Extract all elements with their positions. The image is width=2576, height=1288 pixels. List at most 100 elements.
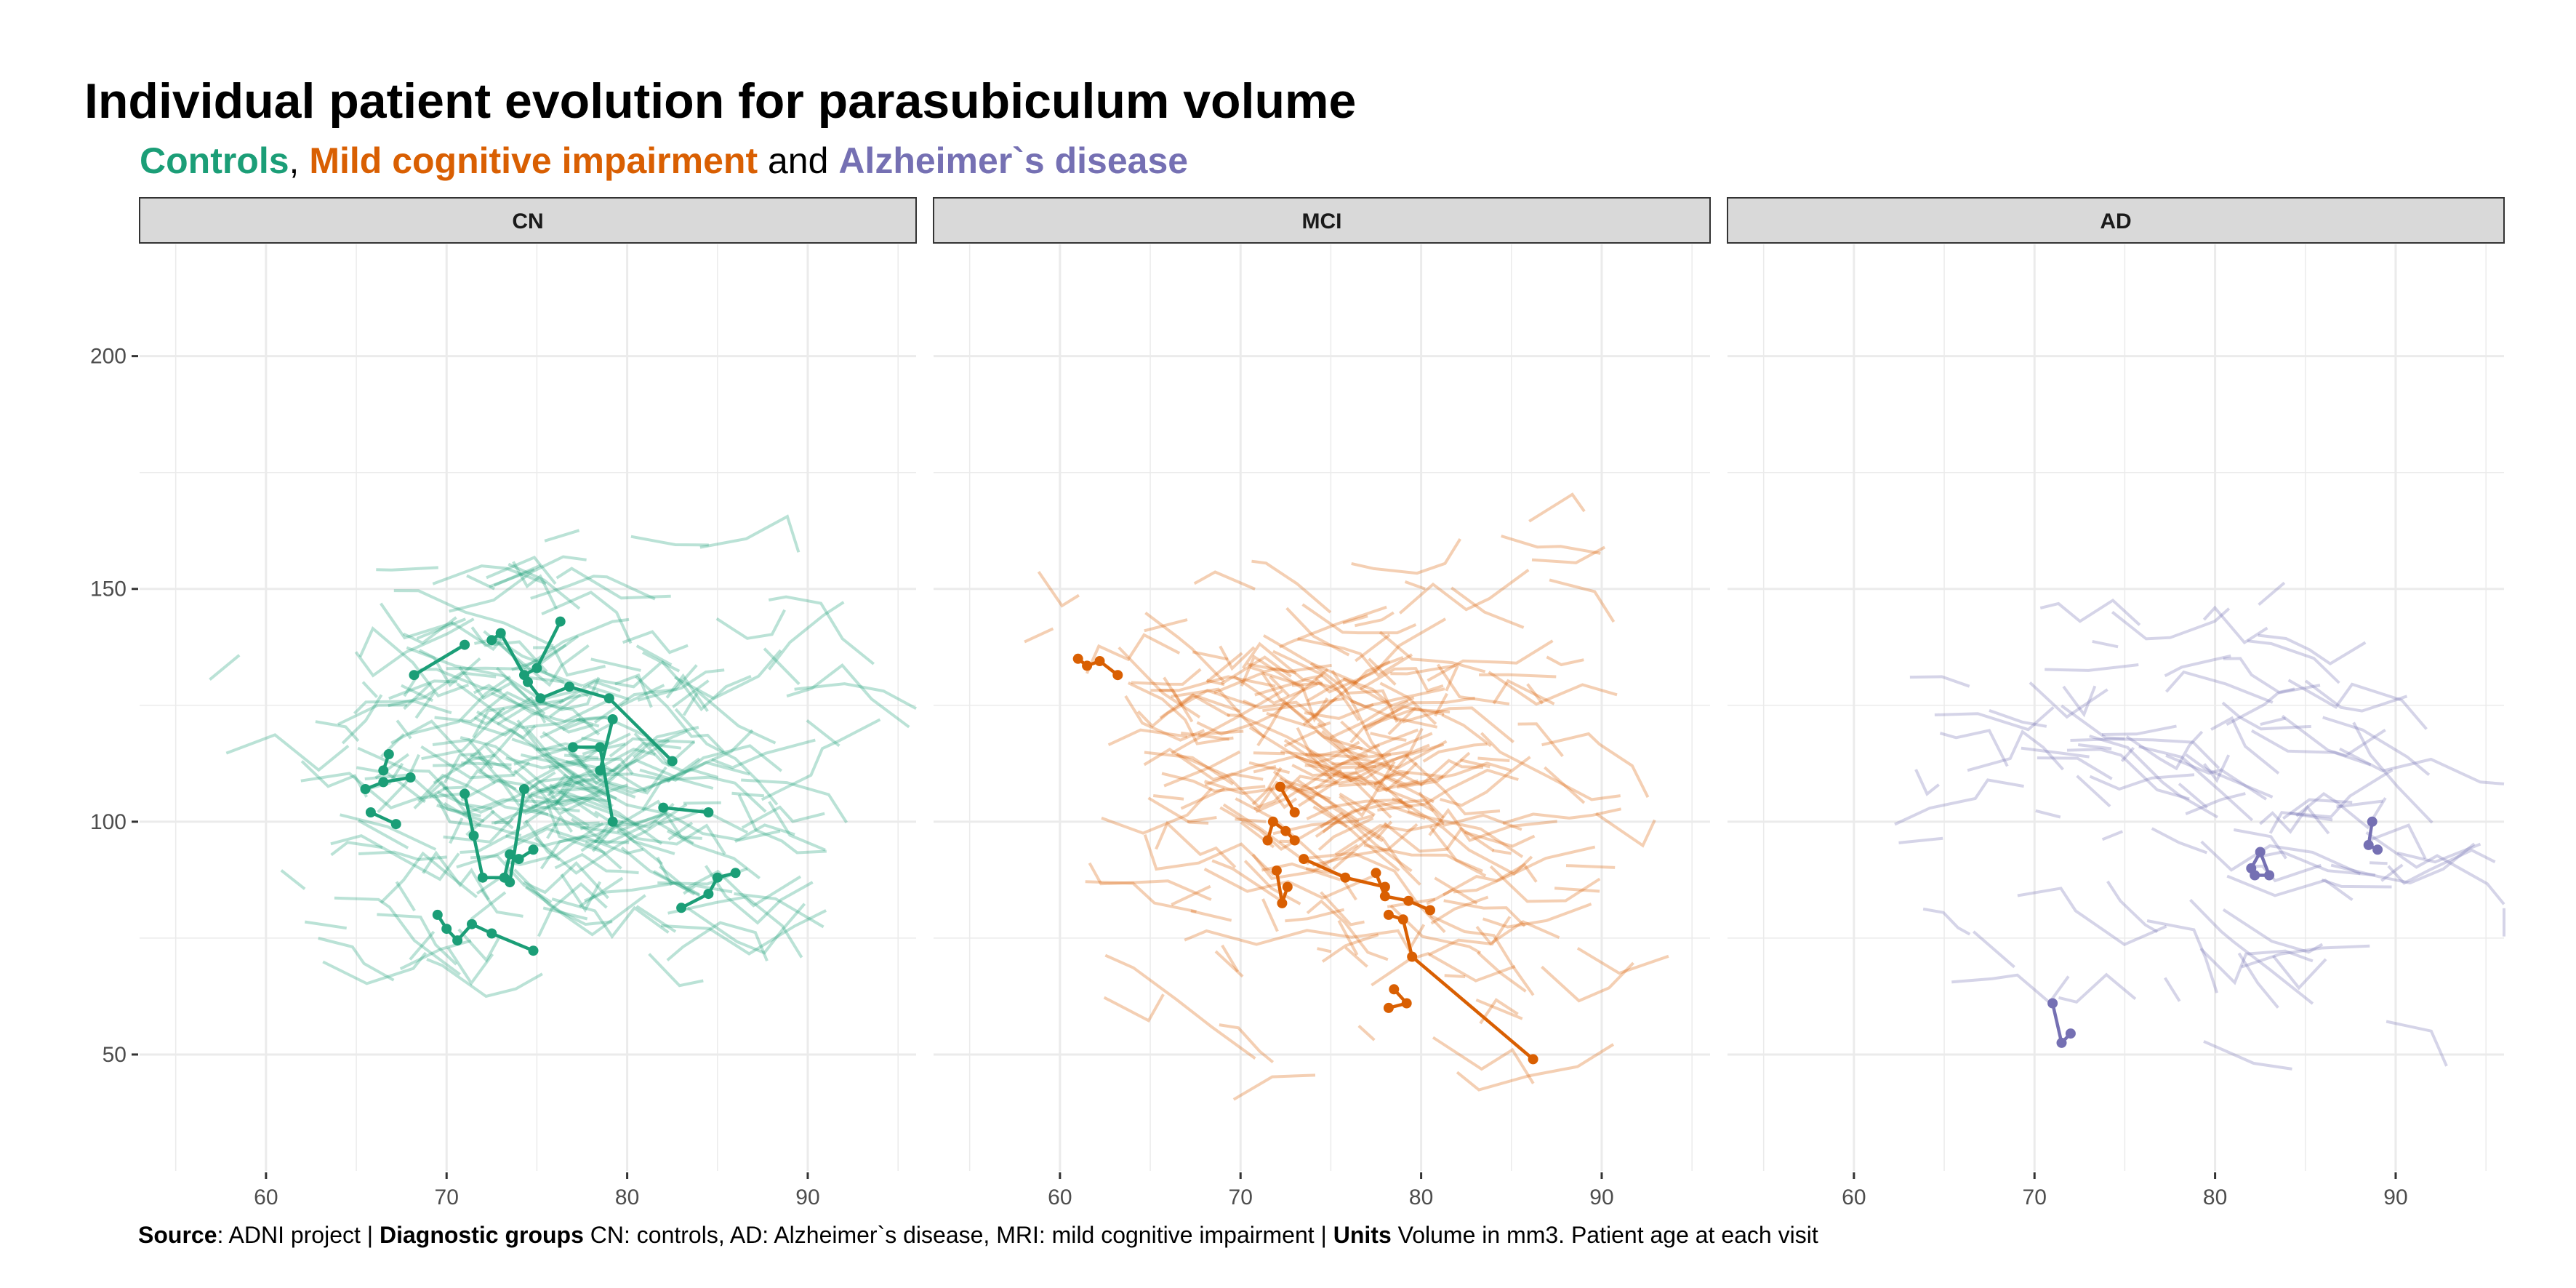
patient-trajectory-faint [1314,769,1343,791]
patient-trajectory-faint [477,754,576,815]
y-tick-label: 50 [103,1043,127,1067]
patient-trajectory-faint [2146,919,2219,993]
visit-point [535,693,546,704]
patient-trajectory-faint [1298,753,1410,807]
background-trajectories [1894,581,2505,1071]
patient-trajectory-faint [1243,860,1301,905]
visit-point [452,935,463,946]
patient-trajectory-faint [406,646,548,705]
patient-trajectory-faint [731,791,764,798]
patient-trajectory-faint [2185,753,2274,799]
patient-trajectory-faint [666,757,700,783]
patient-trajectory-faint [561,719,587,732]
visit-point [703,889,714,900]
patient-trajectory-faint [1152,794,1184,801]
patient-trajectory-faint [539,668,590,697]
patient-trajectory-faint [496,698,564,726]
patient-trajectory-faint [578,719,600,728]
patient-trajectory-faint [1205,652,1243,684]
patient-trajectory-faint [539,759,677,792]
chart-subtitle: Controls, Mild cognitive impairment and … [140,140,1188,182]
patient-trajectory-faint [635,905,677,933]
visit-point [2056,1037,2067,1048]
patient-trajectory-faint [535,676,601,711]
patient-trajectory-faint [1544,766,1586,804]
patient-trajectory-faint [1204,754,1339,787]
patient-trajectory-faint [1422,743,1488,763]
patient-trajectory-faint [768,595,875,665]
patient-trajectory-faint [1155,820,1237,868]
patient-trajectory-faint [1171,689,1283,755]
patient-trajectory-faint [390,719,497,785]
patient-trajectory-faint [1934,706,2055,732]
patient-trajectory-faint [2039,598,2141,626]
patient-trajectory-faint [1342,677,1393,708]
patient-trajectory-faint [2089,735,2219,819]
visit-point [409,670,420,681]
patient-trajectory-faint [737,793,827,855]
patient-trajectory-faint [1488,671,1618,706]
patient-trajectory-faint [1392,797,1413,809]
patient-trajectory-faint [1107,728,1188,747]
visit-point [730,868,741,879]
patient-trajectory-faint [1249,665,1297,675]
patient-trajectory-faint [1967,729,2064,772]
patient-trajectory-faint [635,644,673,666]
patient-trajectory-faint [436,804,485,823]
visit-point [460,788,470,799]
trajectory-line [507,788,526,883]
visit-point [1282,881,1293,892]
patient-trajectory-faint [1331,670,1399,723]
caption-groups-text: CN: controls, AD: Alzheimer`s disease, M… [583,1222,1333,1248]
x-tick-label: 70 [2023,1185,2047,1209]
patient-trajectory-faint [318,937,395,982]
patient-trajectory-faint [642,767,719,792]
patient-trajectory-faint [1088,862,1212,901]
patient-trajectory-faint [1344,946,1368,968]
visit-point [1407,951,1418,962]
patient-trajectory-highlighted [486,616,566,681]
patient-trajectory-faint [1241,641,1323,681]
patient-trajectory-faint [1190,909,1232,922]
patient-trajectory-faint [1247,663,1332,673]
patient-trajectory-faint [1352,924,1426,953]
patient-trajectory-faint [523,861,609,900]
patient-trajectory-faint [630,535,709,547]
patient-trajectory-faint [225,733,350,772]
trajectory-line [413,643,466,677]
patient-trajectory-faint [768,801,826,852]
patient-trajectory-faint [1150,689,1194,723]
patient-trajectory-faint [622,630,689,655]
patient-trajectory-faint [1477,756,1510,762]
patient-trajectory-faint [1475,920,1560,946]
patient-trajectory-faint [2029,681,2108,719]
patient-trajectory-faint [472,701,601,738]
patient-trajectory-faint [2092,639,2119,649]
caption-source-text: : ADNI project | [217,1222,380,1248]
patient-trajectory-faint [393,589,554,648]
patient-trajectory-faint [656,857,673,887]
patient-trajectory-faint [1251,559,1332,614]
patient-trajectory-faint [358,625,470,698]
background-trajectories [1024,492,1669,1101]
patient-trajectory-faint [2219,767,2267,801]
patient-trajectory-faint [1304,703,1374,720]
patient-trajectory-faint [330,841,383,857]
visit-point [383,749,394,759]
visit-point [1094,656,1105,666]
patient-trajectory-faint [341,694,383,745]
patient-trajectory-faint [590,657,641,672]
patient-trajectory-faint [531,804,580,813]
patient-trajectory-faint [1193,570,1256,591]
patient-trajectory-faint [426,958,543,999]
patient-trajectory-faint [2336,799,2383,809]
visit-point [564,681,575,692]
visit-point [1112,670,1123,681]
patient-trajectory-faint [1317,721,1419,793]
patient-trajectory-faint [1453,845,1596,894]
patient-trajectory-faint [458,666,546,716]
patient-trajectory-faint [1024,627,1054,644]
patient-trajectory-faint [1429,914,1535,996]
patient-trajectory-faint [300,772,461,809]
visit-point [432,909,443,920]
